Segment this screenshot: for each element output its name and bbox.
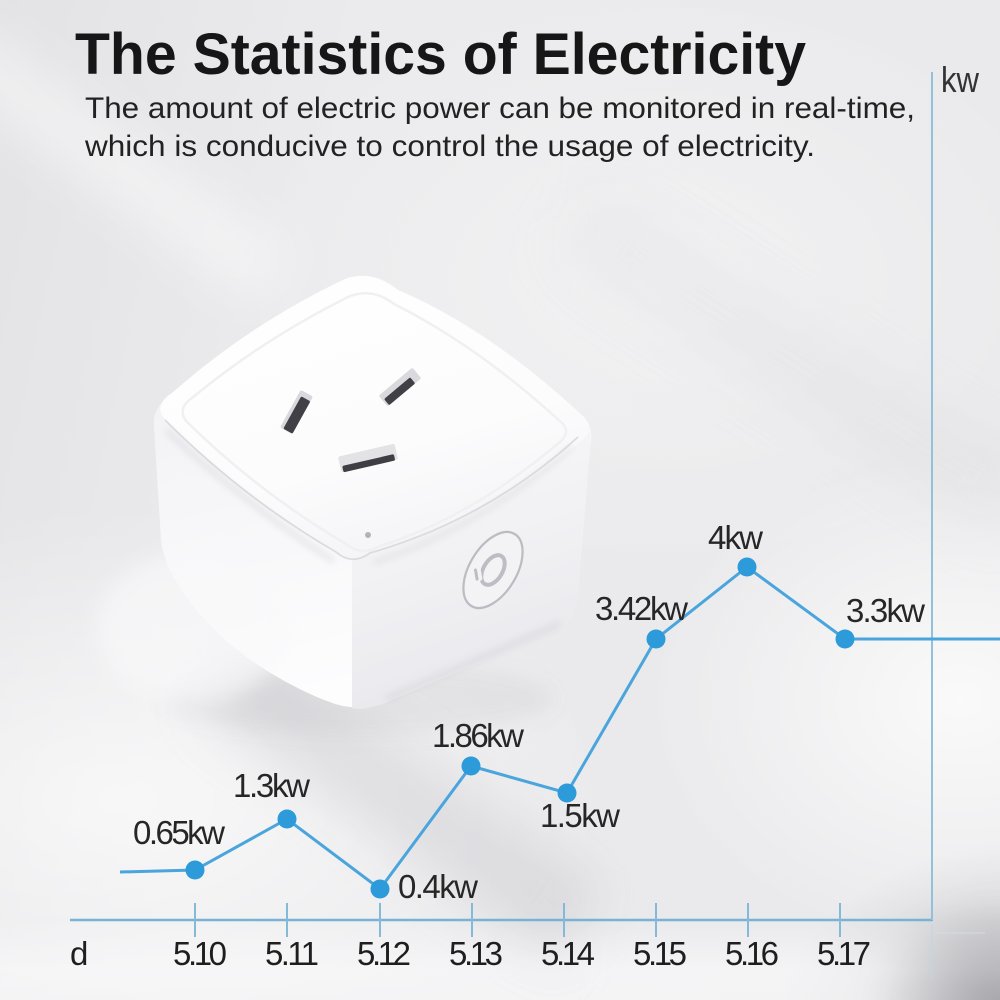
svg-text:3.3kw: 3.3kw (846, 592, 925, 629)
svg-text:1.86kw: 1.86kw (432, 717, 524, 754)
svg-text:1.3kw: 1.3kw (233, 767, 310, 804)
svg-text:which is conducive to control: which is conducive to control the usage … (84, 130, 815, 163)
svg-text:5.14: 5.14 (541, 935, 595, 972)
svg-text:kw: kw (941, 59, 980, 100)
svg-text:5.15: 5.15 (633, 935, 687, 972)
svg-text:The Statistics of Electricity: The Statistics of Electricity (75, 22, 806, 87)
svg-text:1.5kw: 1.5kw (540, 797, 620, 834)
svg-text:5.10: 5.10 (173, 935, 227, 972)
svg-text:5.12: 5.12 (357, 935, 411, 972)
svg-text:5.13: 5.13 (449, 935, 503, 972)
svg-text:4kw: 4kw (708, 519, 763, 556)
svg-text:The amount of electric power c: The amount of electric power can be moni… (85, 92, 915, 125)
svg-text:5.11: 5.11 (265, 935, 319, 972)
svg-text:0.65kw: 0.65kw (133, 814, 225, 851)
svg-text:0.4kw: 0.4kw (398, 868, 478, 905)
svg-text:5.16: 5.16 (725, 935, 779, 972)
svg-text:5.17: 5.17 (817, 935, 871, 972)
svg-text:3.42kw: 3.42kw (595, 590, 688, 627)
svg-text:d: d (70, 935, 88, 972)
